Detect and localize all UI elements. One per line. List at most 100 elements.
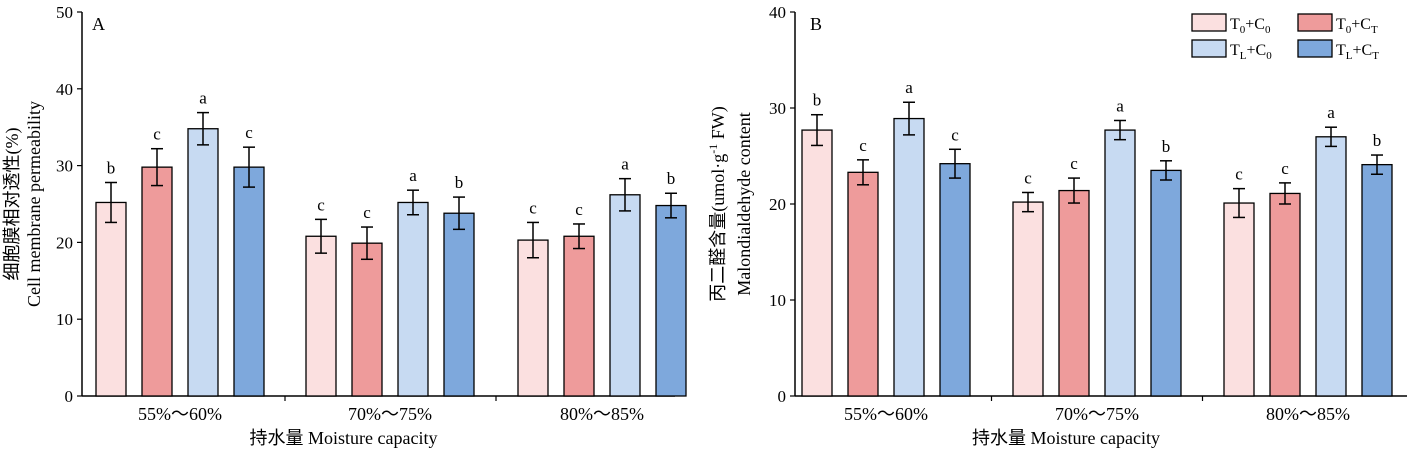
panel-b: 0 10 20 30 40 b c a c 55%～60% c c a b 70%～75% c c a b 80%～8… xyxy=(706,3,1407,448)
x-category-label: 55%～60% xyxy=(138,404,222,424)
significance-letter: c xyxy=(153,125,161,144)
bar xyxy=(1315,136,1347,397)
legend-item: T0+CT xyxy=(1297,13,1378,36)
significance-letter: b xyxy=(667,169,676,188)
y-axis-title-cn-tail: FW) xyxy=(708,106,729,144)
y-axis-title-en: Cell membrane permeability xyxy=(24,101,44,307)
significance-letter: a xyxy=(621,155,629,174)
legend-label: T0+C0 xyxy=(1230,16,1271,36)
legend-label-sub1: L xyxy=(1240,50,1247,62)
bar xyxy=(187,128,219,397)
y-tick-label: 50 xyxy=(56,3,73,22)
legend-label-mid: +C xyxy=(1245,16,1265,33)
y-tick-label: 30 xyxy=(769,99,786,118)
significance-letter: c xyxy=(951,125,959,144)
bar xyxy=(351,242,383,397)
legend-label: TL+CT xyxy=(1336,42,1379,62)
legend-label-mid: +C xyxy=(1247,42,1267,59)
legend-swatch xyxy=(1191,13,1227,32)
y-tick-label: 10 xyxy=(769,291,786,310)
bar xyxy=(305,235,337,397)
legend-label-sub2: T xyxy=(1371,24,1378,36)
y-axis-title-superscript: -1 xyxy=(706,144,720,154)
x-category-label: 55%～60% xyxy=(844,404,928,424)
y-axis-title-cn-part: 丙二醛含量(umol·g xyxy=(708,154,729,302)
y-tick-label: 20 xyxy=(769,195,786,214)
bar xyxy=(1269,192,1301,397)
y-tick-label: 30 xyxy=(56,157,73,176)
legend-label: T0+CT xyxy=(1336,16,1378,36)
bar xyxy=(563,235,595,397)
legend-item: TL+CT xyxy=(1297,39,1379,62)
significance-letter: a xyxy=(1116,96,1124,115)
legend-swatch xyxy=(1297,39,1333,58)
significance-letter: c xyxy=(859,136,867,155)
legend-label-sub1: 0 xyxy=(1240,24,1246,36)
significance-letter: c xyxy=(363,203,371,222)
y-tick-label: 40 xyxy=(56,80,73,99)
significance-letter: c xyxy=(1070,154,1078,173)
legend-label-sub2: 0 xyxy=(1265,24,1271,36)
legend-item: T0+C0 xyxy=(1191,13,1271,36)
significance-letter: c xyxy=(317,195,325,214)
y-axis-title-en: Malondialdehyde content xyxy=(734,112,754,295)
significance-letter: a xyxy=(905,78,913,97)
legend-label-base: T xyxy=(1230,16,1240,33)
legend-label-sub1: 0 xyxy=(1346,24,1352,36)
legend-label-mid: +C xyxy=(1351,16,1371,33)
x-category-label: 80%～85% xyxy=(560,404,644,424)
bar xyxy=(847,171,879,397)
significance-letter: b xyxy=(1162,137,1171,156)
y-tick-label: 0 xyxy=(65,387,74,406)
bar xyxy=(397,201,429,397)
significance-letter: b xyxy=(1373,131,1382,150)
bar xyxy=(939,163,971,397)
legend-label-sub2: T xyxy=(1372,50,1379,62)
legend-swatch xyxy=(1297,13,1333,32)
legend-item: TL+C0 xyxy=(1191,39,1272,62)
bar xyxy=(1104,129,1136,397)
y-tick-label: 10 xyxy=(56,310,73,329)
bar xyxy=(1361,163,1393,397)
significance-letter: c xyxy=(1024,168,1032,187)
bar xyxy=(517,239,549,397)
x-category-label: 70%～75% xyxy=(348,404,432,424)
bar xyxy=(443,212,475,397)
legend-label-base: T xyxy=(1336,42,1346,59)
significance-letter: b xyxy=(455,173,464,192)
legend-swatch xyxy=(1191,39,1227,58)
significance-letter: c xyxy=(245,123,253,142)
bar xyxy=(95,201,127,397)
x-category-label: 70%～75% xyxy=(1055,404,1139,424)
bar xyxy=(655,204,687,397)
legend-label: TL+C0 xyxy=(1230,42,1272,62)
legend-label-mid: +C xyxy=(1353,42,1373,59)
significance-letter: c xyxy=(1235,165,1243,184)
bar xyxy=(1223,202,1255,397)
legend-label-base: T xyxy=(1336,16,1346,33)
bar xyxy=(233,166,265,397)
x-axis-title: 持水量 Moisture capacity xyxy=(250,428,438,448)
bar xyxy=(893,117,925,397)
legend-label-sub2: 0 xyxy=(1266,50,1272,62)
significance-letter: c xyxy=(575,200,583,219)
x-axis-title: 持水量 Moisture capacity xyxy=(972,428,1160,448)
significance-letter: a xyxy=(409,166,417,185)
y-tick-label: 40 xyxy=(769,3,786,22)
significance-letter: b xyxy=(813,91,822,110)
panel-a: 0 10 20 30 40 50 b c a c 55%～60% c c a b 70%～75% c c a b 80%… xyxy=(2,3,687,448)
bar xyxy=(141,166,173,397)
significance-letter: a xyxy=(1327,103,1335,122)
y-tick-label: 0 xyxy=(778,387,787,406)
bar xyxy=(1012,201,1044,397)
significance-letter: c xyxy=(529,198,537,217)
y-axis-title-cn: 丙二醛含量(umol·g-1 FW) xyxy=(706,106,729,302)
x-category-label: 80%～85% xyxy=(1266,404,1350,424)
panel-label: A xyxy=(92,14,105,34)
significance-letter: c xyxy=(1281,159,1289,178)
legend-label-base: T xyxy=(1230,42,1240,59)
legend-label-sub1: L xyxy=(1346,50,1353,62)
